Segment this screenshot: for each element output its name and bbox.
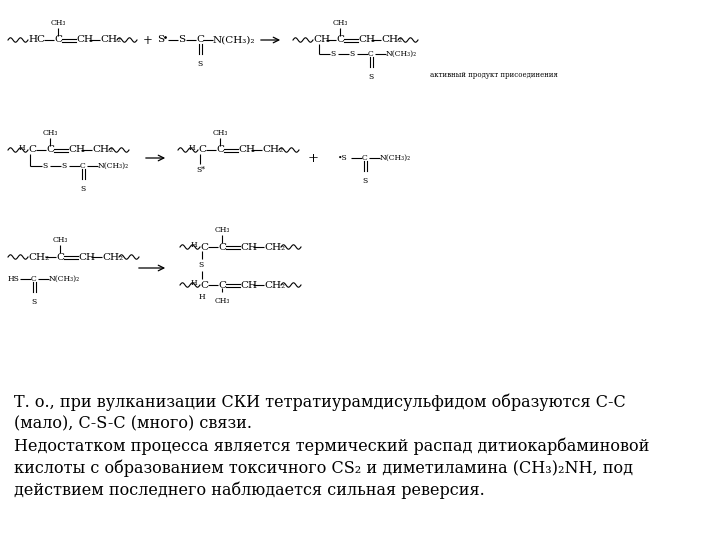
Text: N(CH₃)₂: N(CH₃)₂ <box>213 36 256 44</box>
Text: S: S <box>61 162 66 170</box>
Text: CH₃: CH₃ <box>53 236 68 244</box>
Text: S*: S* <box>196 166 205 174</box>
Text: CH: CH <box>76 36 93 44</box>
Text: +: + <box>143 33 153 46</box>
Text: CH: CH <box>68 145 85 154</box>
Text: CH₃: CH₃ <box>42 129 58 137</box>
Text: Недостатком процесса является термический распад дитиокарбаминовой: Недостатком процесса является термически… <box>14 437 649 455</box>
Text: CH₂: CH₂ <box>381 36 402 44</box>
Text: CH₂: CH₂ <box>92 145 113 154</box>
Text: C: C <box>200 242 208 252</box>
Text: C: C <box>196 36 204 44</box>
Text: C: C <box>54 36 62 44</box>
Text: S: S <box>32 298 37 306</box>
Text: CH: CH <box>78 253 95 261</box>
Text: C: C <box>198 145 206 154</box>
Text: CH₃: CH₃ <box>212 129 228 137</box>
Text: CH: CH <box>238 145 255 154</box>
Text: H: H <box>190 241 197 249</box>
Text: S: S <box>349 50 354 58</box>
Text: CH₂: CH₂ <box>264 242 285 252</box>
Text: H: H <box>199 293 205 301</box>
Text: S: S <box>197 60 202 68</box>
Text: S: S <box>362 177 368 185</box>
Text: CH₃: CH₃ <box>215 297 230 305</box>
Text: C: C <box>362 154 368 162</box>
Text: H: H <box>190 279 197 287</box>
Text: активный продукт присоединения: активный продукт присоединения <box>430 71 558 79</box>
Text: (мало), С-S-С (много) связи.: (мало), С-S-С (много) связи. <box>14 415 252 433</box>
Text: S: S <box>42 162 48 170</box>
Text: +: + <box>307 152 318 165</box>
Text: C: C <box>216 145 224 154</box>
Text: CH₃: CH₃ <box>333 19 348 27</box>
Text: C: C <box>56 253 64 261</box>
Text: C: C <box>80 162 86 170</box>
Text: •S: •S <box>338 154 348 162</box>
Text: CH: CH <box>313 36 330 44</box>
Text: CH: CH <box>358 36 375 44</box>
Text: N(CH₃)₂: N(CH₃)₂ <box>386 50 417 58</box>
Text: H: H <box>189 144 195 152</box>
Text: HC: HC <box>28 36 45 44</box>
Text: кислоты с образованием токсичного CS₂ и диметиламина (CH₃)₂NH, под: кислоты с образованием токсичного CS₂ и … <box>14 459 633 477</box>
Text: S: S <box>198 261 203 269</box>
Text: H: H <box>19 144 25 152</box>
Text: действием последнего наблюдается сильная реверсия.: действием последнего наблюдается сильная… <box>14 481 485 499</box>
Text: S: S <box>330 50 336 58</box>
Text: N(CH₃)₂: N(CH₃)₂ <box>98 162 129 170</box>
Text: CH₂: CH₂ <box>28 253 49 261</box>
Text: C: C <box>46 145 54 154</box>
Text: Т. о., при вулканизации СКИ тетратиурамдисульфидом образуются С-С: Т. о., при вулканизации СКИ тетратиурамд… <box>14 393 626 411</box>
Text: S: S <box>81 185 86 193</box>
Text: S: S <box>178 36 185 44</box>
Text: C: C <box>218 280 226 289</box>
Text: C: C <box>336 36 344 44</box>
Text: CH₃: CH₃ <box>215 226 230 234</box>
Text: CH: CH <box>240 242 257 252</box>
Text: CH₂: CH₂ <box>262 145 283 154</box>
Text: C: C <box>31 275 37 283</box>
Text: C: C <box>28 145 36 154</box>
Text: S: S <box>157 36 164 44</box>
Text: CH₂: CH₂ <box>100 36 121 44</box>
Text: C: C <box>368 50 374 58</box>
Text: N(CH₃)₂: N(CH₃)₂ <box>380 154 411 162</box>
Text: CH: CH <box>240 280 257 289</box>
Text: CH₃: CH₃ <box>50 19 66 27</box>
Text: N(CH₃)₂: N(CH₃)₂ <box>49 275 80 283</box>
Text: CH₂: CH₂ <box>264 280 285 289</box>
Text: CH₂: CH₂ <box>102 253 123 261</box>
Text: C: C <box>200 280 208 289</box>
Text: HS: HS <box>8 275 20 283</box>
Text: C: C <box>218 242 226 252</box>
Text: S: S <box>369 73 374 81</box>
